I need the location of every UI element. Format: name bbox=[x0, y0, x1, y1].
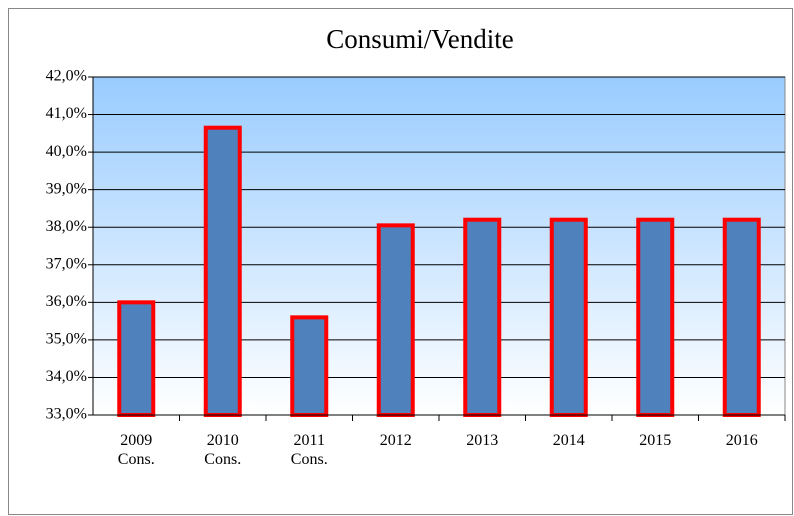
x-tick-label: 2010 Cons. bbox=[204, 432, 242, 468]
y-tick-label: 40,0% bbox=[46, 143, 87, 160]
chart-title: Consumi/Vendite bbox=[326, 24, 514, 54]
x-tick-label: 2011 Cons. bbox=[290, 432, 328, 468]
y-tick-label: 38,0% bbox=[46, 218, 87, 235]
x-tick-label: 2009 Cons. bbox=[117, 432, 155, 468]
bar bbox=[722, 217, 761, 417]
bar bbox=[117, 300, 156, 418]
y-tick-label: 37,0% bbox=[46, 255, 87, 272]
y-tick-label: 33,0% bbox=[46, 406, 87, 423]
bar bbox=[376, 223, 415, 417]
x-tick-label: 2015 bbox=[639, 432, 672, 449]
x-tick-label: 2014 bbox=[552, 432, 585, 449]
plot-area bbox=[92, 76, 786, 416]
y-tick-label: 36,0% bbox=[46, 293, 87, 310]
y-tick-label: 34,0% bbox=[46, 368, 87, 385]
bar bbox=[203, 125, 242, 417]
bar bbox=[636, 217, 675, 417]
x-tick-label: 2012 bbox=[379, 432, 412, 449]
x-tick-label: 2016 bbox=[725, 432, 758, 449]
y-tick-label: 35,0% bbox=[46, 331, 87, 348]
x-tick-label: 2013 bbox=[466, 432, 499, 449]
y-tick-label: 39,0% bbox=[46, 180, 87, 197]
bar bbox=[463, 217, 502, 417]
y-tick-label: 41,0% bbox=[46, 105, 87, 122]
bar bbox=[290, 315, 329, 418]
bar bbox=[549, 217, 588, 417]
y-tick-label: 42,0% bbox=[46, 68, 87, 85]
